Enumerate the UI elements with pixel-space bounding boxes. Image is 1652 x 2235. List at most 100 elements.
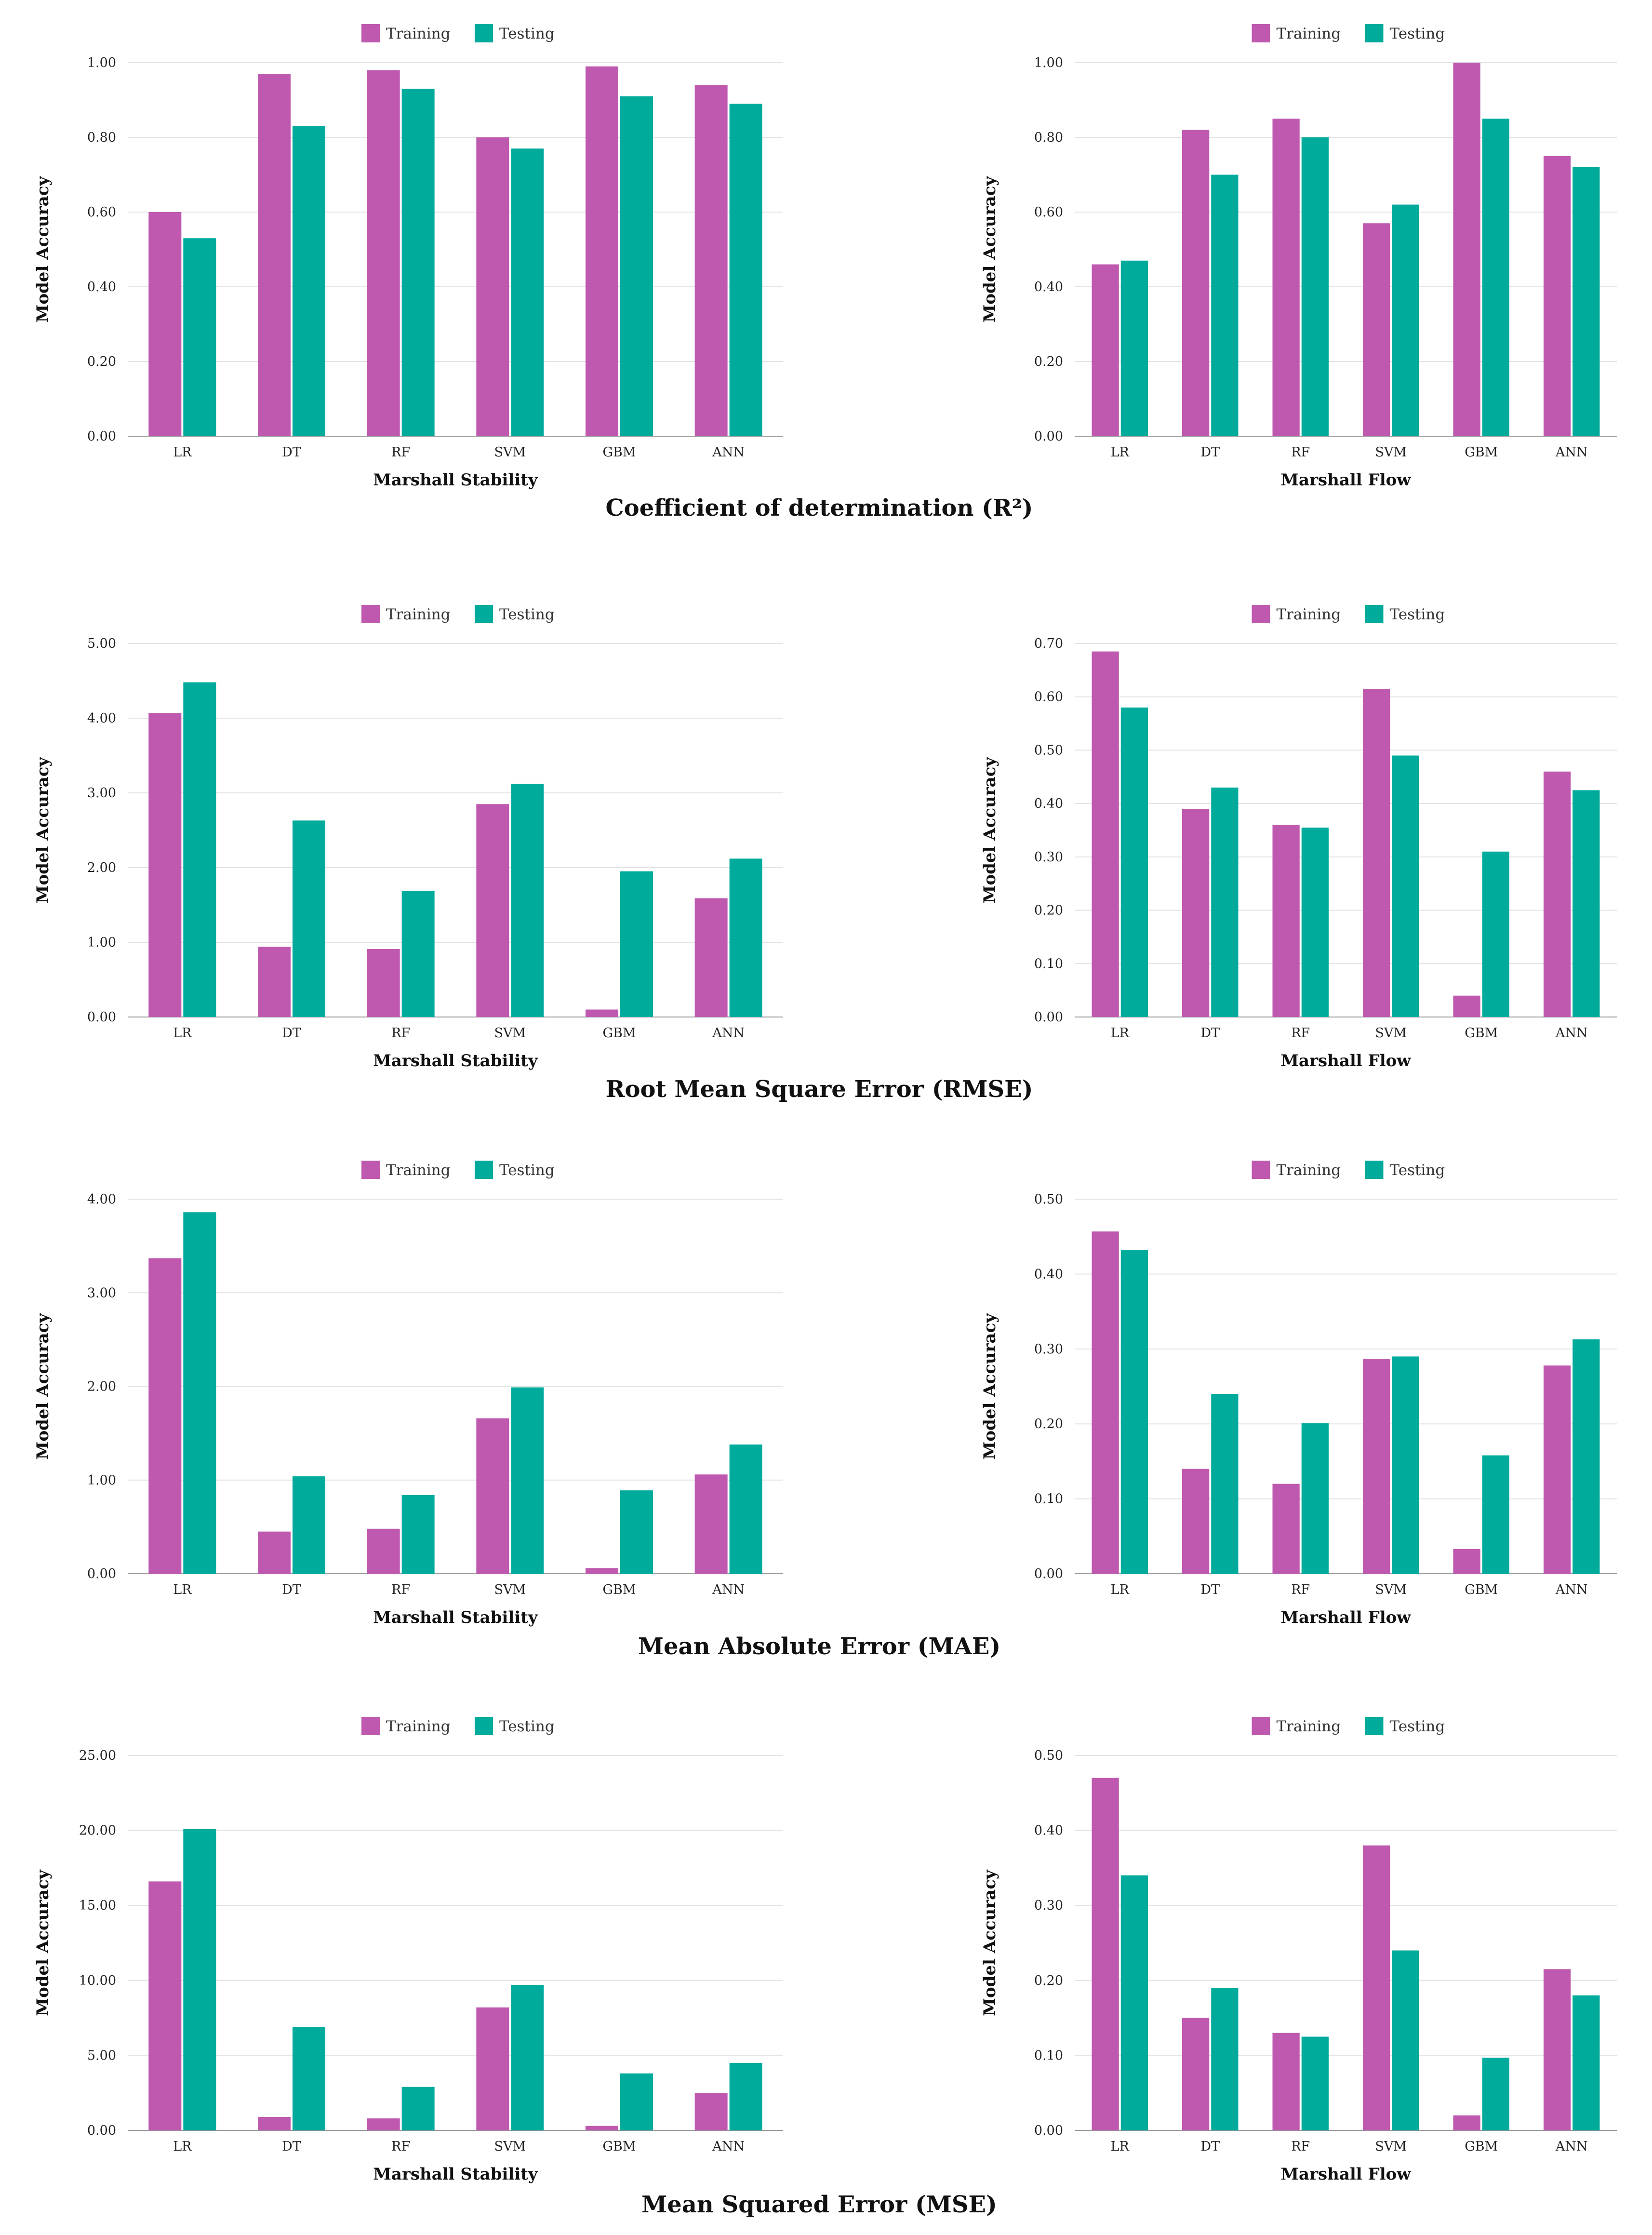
testing-bar-rf [401, 1495, 435, 1574]
x-tick-label-lr: LR [1111, 1026, 1130, 1041]
y-tick-label: 15.00 [79, 1898, 116, 1913]
training-bar-dt [258, 74, 291, 436]
y-axis-title: Model Accuracy [980, 1313, 999, 1460]
testing-bar-dt [1211, 174, 1239, 436]
legend-label-testing: Testing [1390, 1718, 1445, 1735]
testing-bar-gbm [1482, 2058, 1509, 2130]
testing-bar-svm [1392, 755, 1419, 1017]
legend-swatch-training [361, 1161, 380, 1179]
x-tick-label-dt: DT [282, 1026, 301, 1041]
testing-bar-gbm [1482, 1455, 1509, 1574]
legend-swatch-testing [1365, 1717, 1384, 1735]
x-tick-label-ann: ANN [712, 1026, 745, 1041]
x-axis-title: Marshall Flow [1280, 1051, 1411, 1071]
legend-swatch-training [1252, 1717, 1270, 1735]
x-tick-label-svm: SVM [494, 2139, 526, 2154]
y-tick-label: 2.00 [87, 860, 116, 875]
testing-bar-ann [729, 858, 762, 1017]
testing-bar-lr [183, 1212, 216, 1574]
training-bar-gbm [586, 1568, 618, 1574]
training-bar-gbm [586, 66, 618, 436]
training-bar-rf [1272, 2033, 1300, 2130]
legend-label-training: Training [386, 1718, 451, 1735]
x-tick-label-dt: DT [1200, 445, 1220, 460]
legend-label-testing: Testing [499, 1718, 555, 1735]
y-tick-label: 0.60 [1034, 690, 1063, 705]
legend-label-testing: Testing [1390, 606, 1445, 623]
y-axis-title: Model Accuracy [980, 176, 999, 323]
x-tick-label-gbm: GBM [602, 1026, 636, 1041]
training-bar-svm [1363, 223, 1390, 436]
section-title-mse: Mean Squared Error (MSE) [641, 2191, 997, 2218]
testing-bar-lr [183, 1829, 216, 2130]
testing-bar-ann [729, 2062, 762, 2130]
y-tick-label: 0.50 [1034, 743, 1063, 758]
x-tick-label-rf: RF [391, 1582, 410, 1597]
testing-bar-svm [1392, 1356, 1419, 1574]
x-tick-label-rf: RF [1291, 2139, 1310, 2154]
y-tick-label: 2.00 [87, 1379, 116, 1394]
x-tick-label-rf: RF [1291, 445, 1310, 460]
y-tick-label: 0.10 [1034, 956, 1063, 971]
x-tick-label-dt: DT [282, 2139, 301, 2154]
testing-bar-ann [1572, 1339, 1600, 1574]
y-tick-label: 0.30 [1034, 850, 1063, 865]
testing-bar-lr [1120, 1875, 1148, 2130]
y-tick-label: 0.60 [87, 205, 116, 220]
legend-swatch-testing [1365, 1161, 1384, 1179]
y-tick-label: 0.50 [1034, 1748, 1063, 1763]
testing-bar-svm [511, 1387, 544, 1574]
y-tick-label: 0.00 [87, 1566, 116, 1581]
training-bar-ann [1544, 1969, 1571, 2130]
x-axis-title: Marshall Flow [1280, 1608, 1411, 1627]
training-bar-dt [1182, 2018, 1210, 2130]
x-tick-label-gbm: GBM [602, 2139, 636, 2154]
y-tick-label: 3.00 [87, 1285, 116, 1300]
x-tick-label-ann: ANN [1555, 1582, 1588, 1597]
testing-bar-dt [1211, 1988, 1239, 2130]
testing-bar-lr [1120, 260, 1148, 436]
legend-label-training: Training [1277, 606, 1341, 623]
training-bar-rf [367, 2118, 400, 2130]
legend-swatch-training [1252, 605, 1270, 623]
training-bar-lr [1092, 651, 1119, 1017]
training-bar-dt [1182, 130, 1210, 436]
testing-bar-lr [1120, 1250, 1148, 1574]
x-axis-title: Marshall Stability [373, 1051, 538, 1071]
y-tick-label: 0.00 [87, 429, 116, 444]
training-bar-ann [1544, 771, 1571, 1017]
training-bar-dt [258, 1531, 291, 1574]
training-bar-lr [1092, 1778, 1119, 2130]
training-bar-svm [476, 1418, 509, 1574]
legend-swatch-testing [1365, 24, 1384, 42]
legend-label-testing: Testing [499, 606, 555, 623]
testing-bar-gbm [620, 871, 653, 1017]
training-bar-ann [1544, 156, 1571, 436]
y-tick-label: 0.80 [1034, 130, 1063, 145]
section-title-rmse: Root Mean Square Error (RMSE) [606, 1076, 1033, 1103]
x-axis-title: Marshall Flow [1280, 470, 1411, 490]
y-tick-label: 25.00 [79, 1748, 116, 1763]
testing-bar-svm [511, 784, 544, 1017]
x-tick-label-lr: LR [1111, 1582, 1130, 1597]
x-tick-label-ann: ANN [712, 1582, 745, 1597]
y-tick-label: 10.00 [79, 1973, 116, 1988]
training-bar-lr [1092, 1231, 1119, 1574]
y-tick-label: 5.00 [87, 636, 116, 651]
testing-bar-ann [1572, 1995, 1600, 2130]
legend-label-testing: Testing [499, 25, 555, 42]
training-bar-lr [148, 713, 182, 1017]
y-tick-label: 3.00 [87, 786, 116, 801]
testing-bar-lr [183, 682, 216, 1017]
y-tick-label: 4.00 [87, 1192, 116, 1207]
x-tick-label-lr: LR [173, 1582, 192, 1597]
y-tick-label: 0.40 [87, 280, 116, 294]
training-bar-rf [1272, 1484, 1300, 1574]
training-bar-svm [476, 137, 509, 436]
y-tick-label: 0.70 [1034, 636, 1063, 651]
y-tick-label: 0.40 [1034, 796, 1063, 811]
y-axis-title: Model Accuracy [33, 176, 53, 323]
y-tick-label: 0.00 [1034, 1566, 1063, 1581]
x-tick-label-dt: DT [1200, 1026, 1220, 1041]
legend-swatch-testing [475, 1717, 493, 1735]
